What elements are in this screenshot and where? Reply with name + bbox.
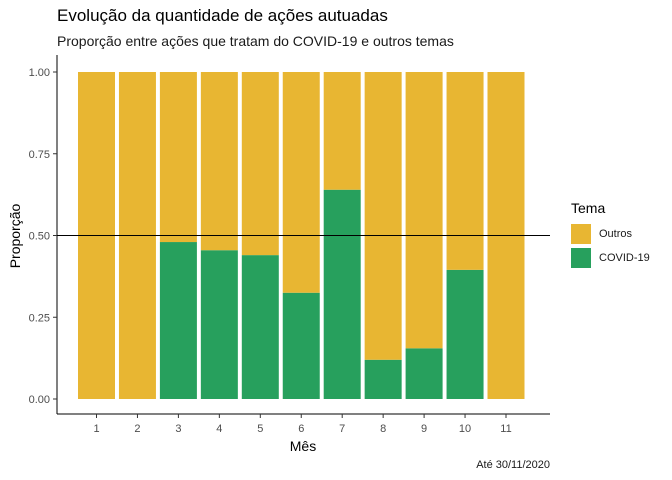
y-tick-label: 0.25	[29, 312, 50, 324]
chart-subtitle: Proporção entre ações que tratam do COVI…	[57, 33, 454, 49]
y-axis-title: Proporção	[7, 203, 23, 268]
x-axis-title: Mês	[290, 438, 316, 454]
chart-caption: Até 30/11/2020	[476, 459, 550, 471]
x-tick-label: 8	[380, 423, 386, 435]
bar-outros-month-4	[200, 72, 238, 251]
bar-covid-month-9	[405, 348, 443, 399]
x-tick-label: 9	[421, 423, 427, 435]
bar-covid-month-10	[446, 269, 484, 399]
y-tick-label: 0.00	[29, 394, 50, 406]
bar-covid-month-4	[200, 250, 238, 399]
legend-swatch-outros	[571, 224, 591, 244]
bars-group	[78, 72, 525, 399]
x-tick-label: 2	[134, 423, 140, 435]
bar-outros-month-8	[364, 72, 402, 360]
x-tick-label: 5	[257, 423, 263, 435]
y-tick-label: 1.00	[29, 67, 50, 79]
bar-outros-month-3	[159, 72, 197, 243]
y-axis-ticks: 0.00 0.25 0.50 0.75 1.00	[29, 67, 57, 406]
legend-item-covid: COVID-19	[571, 246, 650, 270]
bar-outros-month-9	[405, 72, 443, 349]
x-tick-label: 10	[459, 423, 471, 435]
x-tick-label: 7	[339, 423, 345, 435]
legend-swatch-covid	[571, 248, 591, 268]
y-tick-label: 0.75	[29, 149, 50, 161]
x-tick-label: 1	[93, 423, 99, 435]
y-tick-label: 0.50	[29, 231, 50, 243]
legend-title: Tema	[571, 200, 606, 216]
x-tick-label: 11	[500, 423, 511, 435]
bar-outros-month-10	[446, 72, 484, 270]
bar-outros-month-7	[323, 72, 361, 190]
legend-item-outros: Outros	[571, 222, 650, 246]
bar-outros-month-6	[282, 72, 320, 293]
bar-covid-month-5	[241, 255, 279, 399]
x-tick-label: 4	[216, 423, 222, 435]
bar-covid-month-3	[159, 242, 197, 399]
x-axis-ticks: 1 2 3 4 5 6 7 8 9 10 11	[93, 414, 512, 435]
x-tick-label: 6	[298, 423, 304, 435]
chart-title: Evolução da quantidade de ações autuadas	[57, 6, 388, 25]
bar-outros-month-5	[241, 72, 279, 256]
x-tick-label: 3	[175, 423, 181, 435]
bar-covid-month-6	[282, 292, 320, 399]
legend-label-covid: COVID-19	[599, 252, 650, 264]
bar-covid-month-7	[323, 189, 361, 399]
bar-covid-month-8	[364, 359, 402, 399]
legend: Tema Outros COVID-19	[571, 200, 650, 270]
legend-label-outros: Outros	[599, 228, 633, 240]
